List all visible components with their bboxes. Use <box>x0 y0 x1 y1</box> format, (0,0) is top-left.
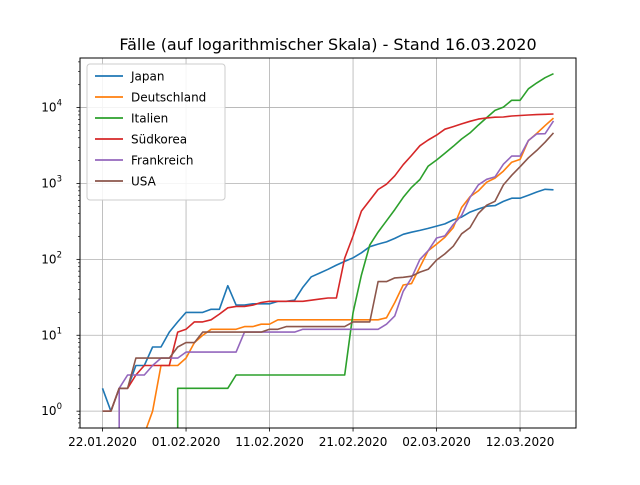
legend-label: USA <box>131 175 157 189</box>
legend-label: Japan <box>130 70 164 84</box>
series-line-usa <box>102 132 555 413</box>
legend: Japan Deutschland Italien Südkorea Frankreic… <box>86 63 226 201</box>
series-line-s-dkorea <box>102 113 554 413</box>
legend-box <box>86 63 226 201</box>
series-layer <box>101 72 555 428</box>
x-tick-label: 02.03.2020 <box>402 435 471 449</box>
x-axis: 22.01.2020 01.02.2020 11.02.2020 21.02.2020… <box>68 428 554 449</box>
legend-label: Italien <box>131 112 168 126</box>
plot-frame <box>79 57 577 429</box>
legend-label: Frankreich <box>131 154 193 168</box>
x-tick-label: 11.02.2020 <box>235 435 304 449</box>
x-tick-label: 21.02.2020 <box>319 435 388 449</box>
legend-label: Deutschland <box>131 91 206 105</box>
x-tick-label: 22.01.2020 <box>68 435 137 449</box>
chart-title: Fälle (auf logarithmischer Skala) - Stan… <box>119 35 536 54</box>
series-line-deutschland <box>145 117 555 428</box>
series-line-italien <box>176 72 554 428</box>
grid <box>80 58 576 428</box>
legend-label: Südkorea <box>131 133 187 147</box>
series-line-japan <box>101 188 554 413</box>
x-tick-label: 12.03.2020 <box>486 435 555 449</box>
x-tick-label: 01.02.2020 <box>152 435 221 449</box>
series-line-frankreich <box>118 120 555 428</box>
